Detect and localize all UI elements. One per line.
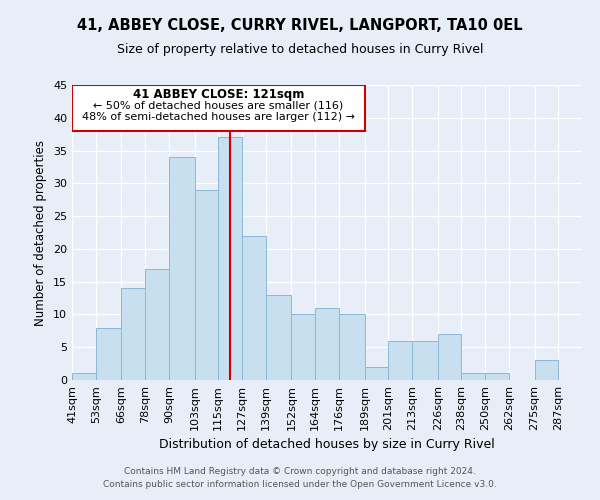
Bar [194, 190, 218, 380]
Bar [388, 340, 412, 380]
Text: 48% of semi-detached houses are larger (112) →: 48% of semi-detached houses are larger (… [82, 112, 355, 122]
Bar [461, 374, 485, 380]
Text: 41, ABBEY CLOSE, CURRY RIVEL, LANGPORT, TA10 0EL: 41, ABBEY CLOSE, CURRY RIVEL, LANGPORT, … [77, 18, 523, 32]
Text: Contains public sector information licensed under the Open Government Licence v3: Contains public sector information licen… [103, 480, 497, 489]
Bar [315, 308, 339, 380]
Text: Size of property relative to detached houses in Curry Rivel: Size of property relative to detached ho… [117, 42, 483, 56]
Bar [218, 138, 242, 380]
Bar [72, 374, 96, 380]
X-axis label: Distribution of detached houses by size in Curry Rivel: Distribution of detached houses by size … [159, 438, 495, 452]
FancyBboxPatch shape [72, 85, 365, 131]
Bar [121, 288, 145, 380]
Bar [266, 295, 292, 380]
Bar [145, 268, 169, 380]
Y-axis label: Number of detached properties: Number of detached properties [34, 140, 47, 326]
Bar [339, 314, 365, 380]
Text: Contains HM Land Registry data © Crown copyright and database right 2024.: Contains HM Land Registry data © Crown c… [124, 467, 476, 476]
Bar [365, 367, 388, 380]
Bar [437, 334, 461, 380]
Bar [242, 236, 266, 380]
Bar [485, 374, 509, 380]
Bar [535, 360, 558, 380]
Bar [169, 157, 194, 380]
Bar [292, 314, 315, 380]
Text: ← 50% of detached houses are smaller (116): ← 50% of detached houses are smaller (11… [93, 101, 343, 111]
Text: 41 ABBEY CLOSE: 121sqm: 41 ABBEY CLOSE: 121sqm [133, 88, 304, 101]
Bar [412, 340, 437, 380]
Bar [96, 328, 121, 380]
